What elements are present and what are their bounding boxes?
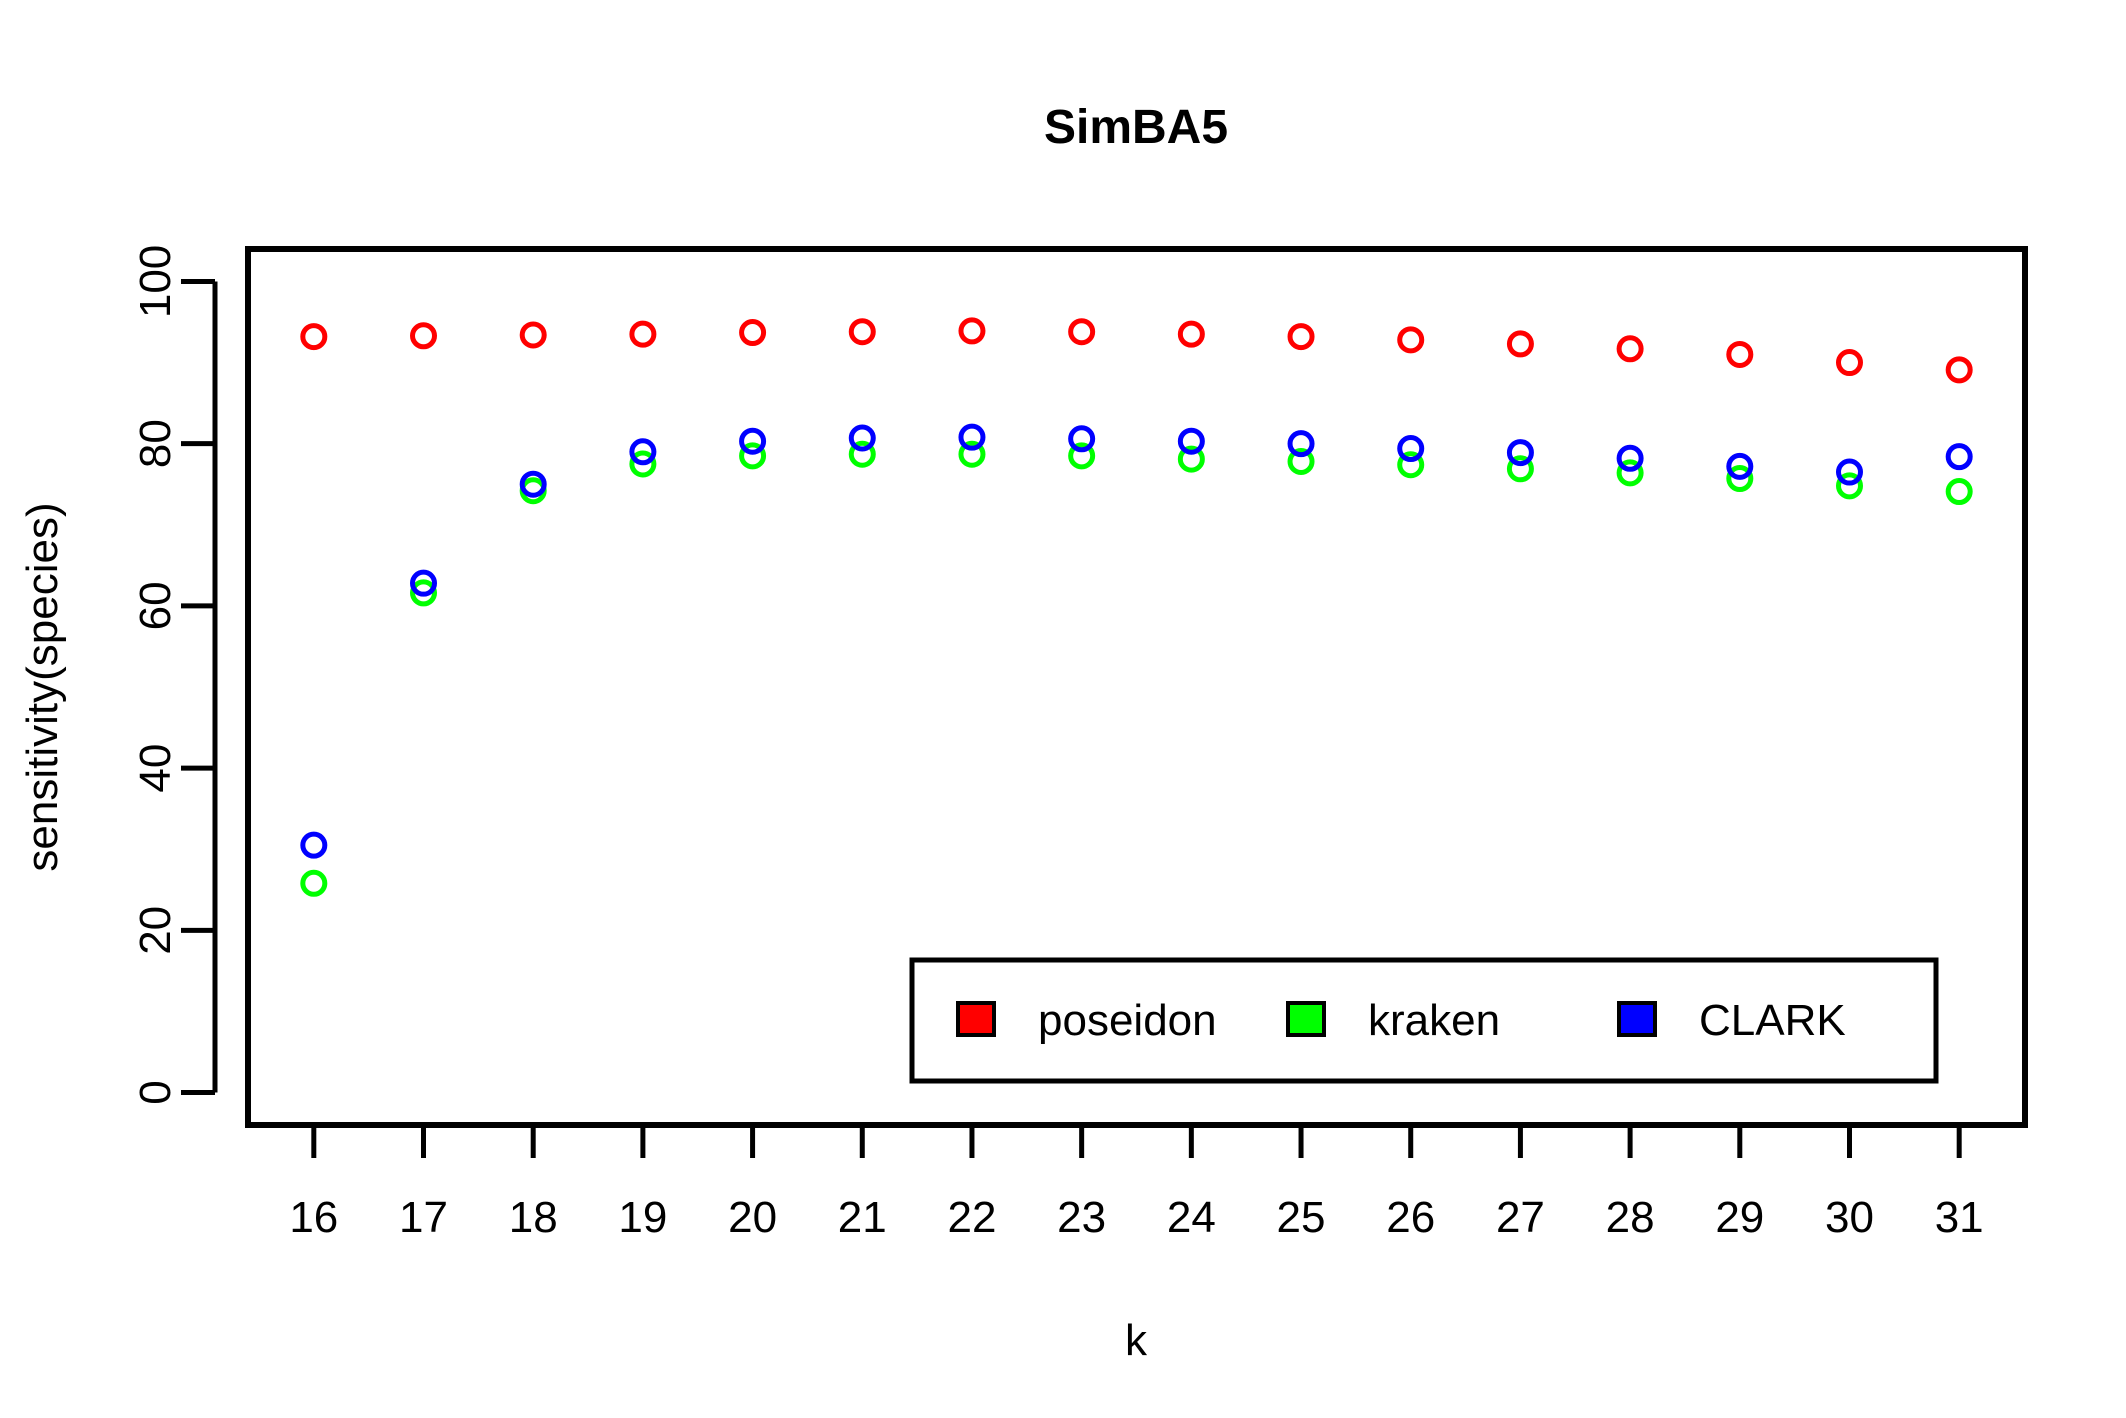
chart-title: SimBA5 [1044, 101, 1228, 154]
series-kraken [300, 440, 1973, 897]
data-point [519, 321, 547, 349]
series-clark [300, 423, 1973, 859]
legend-label: CLARK [1699, 996, 1846, 1045]
legend-swatch [1617, 1001, 1657, 1037]
data-point [1616, 459, 1644, 487]
data-point [1397, 451, 1425, 479]
data-point [1506, 330, 1534, 358]
y-tick-label: 100 [131, 245, 180, 318]
x-tick-label: 18 [509, 1193, 558, 1242]
data-point [739, 442, 767, 470]
x-tick-label: 29 [1715, 1193, 1764, 1242]
data-point [1726, 452, 1754, 480]
data-point [1506, 455, 1534, 483]
legend-label: poseidon [1038, 996, 1217, 1045]
data-point [848, 440, 876, 468]
data-point [629, 450, 657, 478]
y-tick-label: 60 [131, 581, 180, 630]
data-point [1397, 326, 1425, 354]
data-point [1945, 478, 1973, 506]
data-point [1945, 356, 1973, 384]
data-point [1616, 444, 1644, 472]
data-point [1068, 442, 1096, 470]
x-axis-label: k [1125, 1316, 1148, 1365]
x-tick-label: 28 [1606, 1193, 1655, 1242]
data-point [1726, 340, 1754, 368]
x-tick-label: 21 [838, 1193, 887, 1242]
legend-box [909, 957, 1939, 1084]
data-point [1177, 320, 1205, 348]
data-point [848, 318, 876, 346]
data-point [1616, 335, 1644, 363]
x-tick-label: 26 [1386, 1193, 1435, 1242]
y-tick-label: 40 [131, 744, 180, 793]
x-tick-label: 22 [947, 1193, 996, 1242]
x-axis: 16 17 18 19 20 21 22 23 24 25 26 27 28 29 30 31 [289, 1122, 1984, 1242]
data-point [1287, 448, 1315, 476]
data-point [1835, 349, 1863, 377]
data-point [410, 569, 438, 597]
data-point [1177, 445, 1205, 473]
data-point [1835, 472, 1863, 500]
data-point [739, 427, 767, 455]
legend: poseidon kraken CLARK [909, 957, 1939, 1084]
y-axis-label: sensitivity(species) [18, 502, 67, 871]
data-point [1287, 430, 1315, 458]
data-point [629, 320, 657, 348]
data-point [1945, 443, 1973, 471]
data-point [1068, 318, 1096, 346]
data-points [300, 317, 1973, 897]
data-point [958, 423, 986, 451]
x-tick-label: 25 [1277, 1193, 1326, 1242]
y-tick-label: 20 [131, 906, 180, 955]
legend-label: kraken [1368, 996, 1500, 1045]
data-point [1068, 425, 1096, 453]
series-poseidon [300, 317, 1973, 384]
x-tick-label: 23 [1057, 1193, 1106, 1242]
x-tick-label: 30 [1825, 1193, 1874, 1242]
data-point [629, 438, 657, 466]
data-point [1287, 323, 1315, 351]
y-axis: 0 20 40 60 80 100 [131, 245, 218, 1105]
data-point [1726, 465, 1754, 493]
x-tick-label: 20 [728, 1193, 777, 1242]
data-point [300, 831, 328, 859]
x-tick-label: 16 [289, 1193, 338, 1242]
data-point [300, 869, 328, 897]
data-point [1177, 427, 1205, 455]
data-point [410, 322, 438, 350]
x-tick-label: 17 [399, 1193, 448, 1242]
data-point [300, 323, 328, 351]
y-tick-label: 0 [131, 1080, 180, 1104]
data-point [848, 424, 876, 452]
data-point [1506, 439, 1534, 467]
data-point [519, 470, 547, 498]
legend-swatch [956, 1001, 996, 1037]
x-tick-label: 27 [1496, 1193, 1545, 1242]
y-tick-label: 80 [131, 419, 180, 468]
data-point [958, 317, 986, 345]
legend-swatch [1286, 1001, 1326, 1037]
data-point [1835, 458, 1863, 486]
x-tick-label: 19 [618, 1193, 667, 1242]
data-point [958, 440, 986, 468]
x-tick-label: 31 [1935, 1193, 1984, 1242]
data-point [1397, 435, 1425, 463]
data-point [410, 579, 438, 607]
data-point [739, 319, 767, 347]
x-tick-label: 24 [1167, 1193, 1216, 1242]
